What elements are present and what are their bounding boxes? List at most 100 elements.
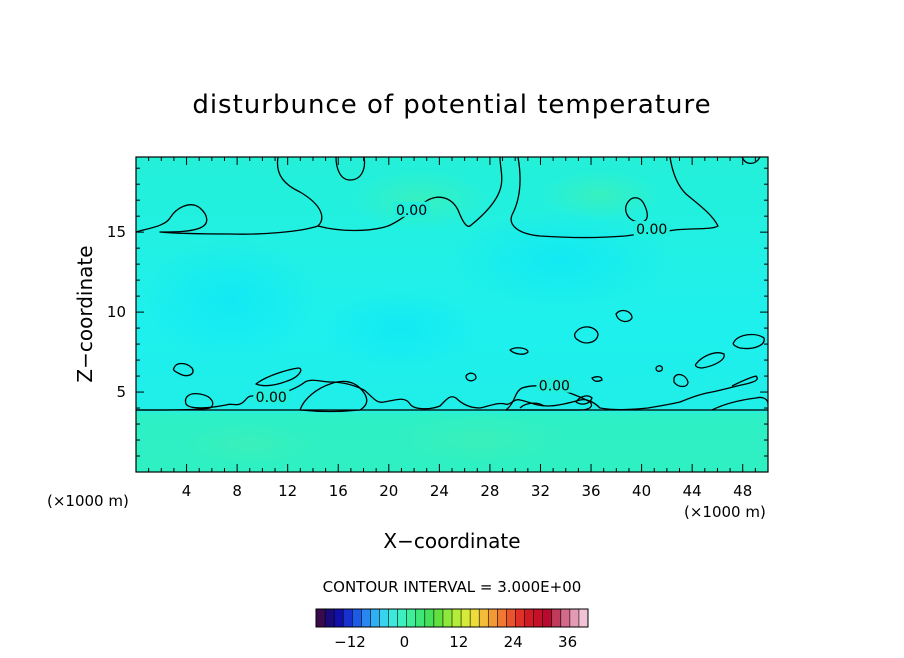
x-tick-label: 4 — [182, 482, 192, 500]
colorbar-swatch — [461, 609, 471, 627]
contour-label: 0.00 — [256, 390, 287, 406]
x-axis: 4 8 12 16 20 24 28 32 36 40 44 48 — [148, 157, 756, 500]
colorbar-swatch — [542, 609, 553, 627]
field-patch — [140, 240, 320, 360]
colorbar-swatch — [497, 609, 507, 627]
colorbar-swatch — [524, 609, 535, 627]
contour-line — [615, 309, 633, 323]
contour-line — [335, 157, 366, 181]
colorbar — [315, 608, 589, 628]
colorbar-swatch — [352, 609, 362, 627]
colorbar-swatch — [506, 609, 516, 627]
colorbar-swatch — [406, 609, 417, 627]
colorbar-swatch — [560, 609, 571, 627]
x-tick-label: 36 — [581, 482, 600, 500]
contour-line — [655, 365, 664, 372]
contour-lines — [136, 157, 768, 413]
contour-line — [732, 333, 765, 350]
contour-label: 0.00 — [636, 222, 667, 238]
contour-labels: 0.00 0.00 0.00 0.00 — [253, 201, 670, 406]
plot-area: 0.00 0.00 0.00 0.00 — [136, 157, 768, 472]
contour-line — [317, 157, 503, 232]
field-patch — [450, 210, 670, 310]
contour-line — [591, 376, 603, 382]
colorbar-swatch — [578, 609, 589, 627]
colorbar-swatch — [424, 609, 435, 627]
colorbar-tick-label: 12 — [449, 633, 468, 651]
colorbar-swatch — [361, 609, 371, 627]
colorbar-swatch — [533, 609, 544, 627]
contour-line — [694, 352, 725, 369]
x-tick-label: 40 — [632, 482, 651, 500]
colorbar-tick-label: 0 — [400, 633, 410, 651]
x-axis-title: X−coordinate — [383, 529, 520, 553]
colorbar-swatch — [515, 609, 526, 627]
field-patch — [350, 170, 490, 230]
colorbar-swatch — [488, 609, 498, 627]
x-unit-right: (×1000 m) — [684, 503, 766, 521]
contour-line — [519, 402, 545, 409]
contour-line — [255, 367, 302, 387]
contour-label: 0.00 — [396, 203, 427, 219]
x-tick-label: 48 — [733, 482, 752, 500]
field-patch — [390, 415, 570, 465]
contour-line — [574, 326, 599, 344]
colorbar-swatch — [452, 609, 462, 627]
y-axis: 5 10 15 — [107, 167, 768, 457]
x-tick-label: 28 — [480, 482, 499, 500]
x-tick-label: 16 — [329, 482, 348, 500]
colorbar-swatch — [415, 609, 426, 627]
colorbar-swatch — [442, 609, 453, 627]
x-tick-label: 32 — [531, 482, 550, 500]
colorbar-swatch — [433, 609, 444, 627]
colorbar-frame — [315, 608, 589, 628]
contour-line — [509, 347, 529, 355]
colorbar-swatch — [316, 609, 326, 627]
contour-line — [673, 373, 689, 388]
x-tick-label: 20 — [379, 482, 398, 500]
contour-line — [172, 362, 194, 377]
colorbar-swatch — [379, 609, 390, 627]
contour-line — [711, 396, 768, 411]
contour-label-bg — [536, 377, 573, 393]
colorbar-swatch — [370, 609, 380, 627]
colorbar-ticks: −12 0 12 24 36 — [334, 633, 577, 651]
colorbar-swatch — [325, 609, 335, 627]
x-tick-label: 24 — [430, 482, 449, 500]
colorbar-swatch — [388, 609, 399, 627]
field-patch — [540, 170, 660, 220]
x-unit-left: (×1000 m) — [47, 492, 129, 510]
y-tick-label: 15 — [107, 223, 126, 241]
colorbar-swatch — [343, 609, 353, 627]
colorbar-swatch — [470, 609, 480, 627]
y-tick-label: 5 — [116, 383, 126, 401]
contour-line — [299, 380, 368, 413]
contour-line — [136, 157, 323, 235]
x-tick-label: 8 — [232, 482, 242, 500]
colorbar-swatch — [551, 609, 562, 627]
colorbar-tick-label: 24 — [504, 633, 523, 651]
x-tick-label: 12 — [278, 482, 297, 500]
contour-label-bg — [393, 201, 430, 217]
field-patch — [320, 290, 480, 370]
y-tick-label: 10 — [107, 303, 126, 321]
contour-label-bg — [253, 388, 290, 404]
colorbar-swatch — [479, 609, 489, 627]
contour-label-bg — [633, 220, 670, 236]
field-patch — [180, 423, 320, 467]
colorbar-tick-label: −12 — [334, 633, 366, 651]
contour-label: 0.00 — [539, 379, 570, 395]
contour-interval-text: CONTOUR INTERVAL = 3.000E+00 — [323, 578, 582, 596]
chart-title: disturbunce of potential temperature — [192, 90, 711, 120]
contour-line — [625, 197, 648, 223]
contour-line — [575, 395, 593, 405]
contour-line — [465, 372, 477, 382]
colorbar-swatch — [569, 609, 580, 627]
colorbar-swatch — [334, 609, 344, 627]
x-tick-label: 44 — [683, 482, 702, 500]
colorbar-swatch — [397, 609, 408, 627]
colorbar-tick-label: 36 — [558, 633, 577, 651]
contour-line — [136, 375, 758, 411]
